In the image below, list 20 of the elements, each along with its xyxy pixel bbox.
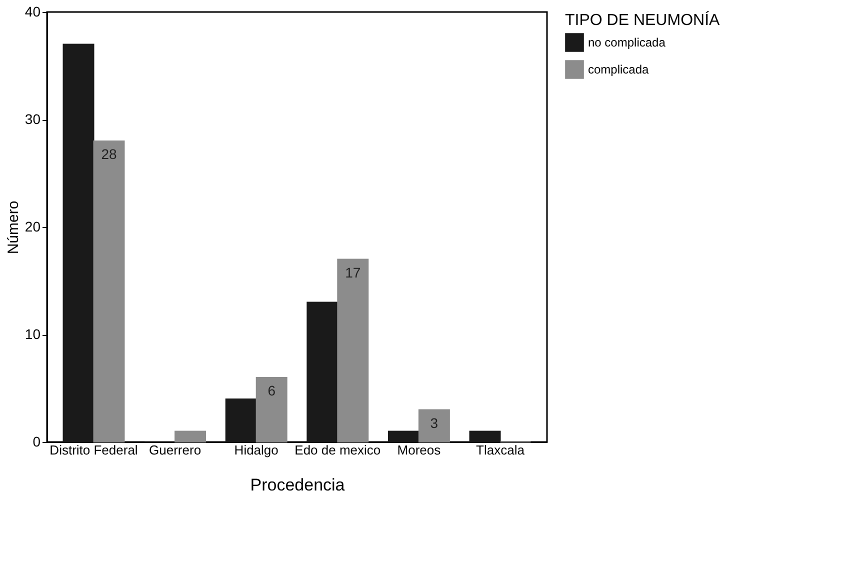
data-label: 28 <box>101 146 117 162</box>
y-tick-label: 40 <box>24 4 41 20</box>
y-tick-label: 10 <box>24 326 41 342</box>
x-tick-label: Distrito Federal <box>50 442 138 458</box>
x-tick-label: Edo de mexico <box>294 442 381 458</box>
x-tick-label: Moreos <box>397 442 442 458</box>
legend-label: no complicada <box>588 36 666 50</box>
x-tick-label: Tlaxcala <box>476 442 526 458</box>
y-tick-label: 0 <box>32 434 41 450</box>
x-tick-label: Hidalgo <box>234 442 278 458</box>
data-label: 3 <box>430 414 438 431</box>
legend-title: TIPO DE NEUMONÍA <box>565 11 720 29</box>
y-tick-label: 30 <box>24 111 41 127</box>
data-label: 17 <box>345 264 361 280</box>
y-axis-title: Número <box>4 200 22 254</box>
y-tick-label: 20 <box>24 218 41 234</box>
legend-label: complicada <box>588 62 650 76</box>
data-label: 6 <box>268 382 276 398</box>
x-tick-label: Guerrero <box>149 442 202 458</box>
x-axis-title: Procedencia <box>250 476 346 494</box>
